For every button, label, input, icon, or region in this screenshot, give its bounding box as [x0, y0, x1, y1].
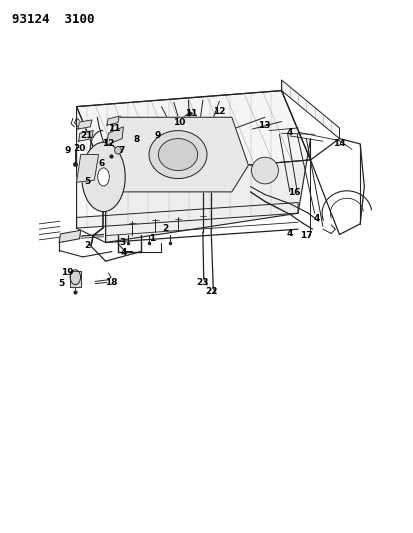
Text: 4: 4	[120, 248, 126, 257]
Ellipse shape	[114, 147, 121, 154]
Polygon shape	[78, 131, 93, 141]
Polygon shape	[78, 120, 92, 129]
Polygon shape	[76, 91, 310, 177]
Text: 9: 9	[64, 147, 71, 155]
Text: 3: 3	[119, 238, 125, 247]
Text: 21: 21	[81, 132, 93, 140]
Text: 5: 5	[58, 279, 64, 288]
Text: 19: 19	[61, 269, 73, 277]
Text: 2: 2	[162, 224, 169, 232]
Text: 16: 16	[288, 189, 300, 197]
Text: 93124  3100: 93124 3100	[12, 13, 95, 26]
Polygon shape	[105, 139, 310, 243]
Ellipse shape	[251, 157, 278, 184]
Text: 1: 1	[149, 235, 155, 243]
Text: 14: 14	[332, 140, 345, 148]
Ellipse shape	[81, 142, 125, 212]
Text: 13: 13	[257, 121, 270, 130]
Text: 9: 9	[154, 132, 161, 140]
Text: 10: 10	[172, 118, 185, 127]
Polygon shape	[107, 116, 119, 125]
Ellipse shape	[158, 139, 197, 171]
Text: 11: 11	[107, 125, 120, 133]
Polygon shape	[76, 155, 98, 182]
Text: 17: 17	[299, 231, 312, 240]
Text: 4: 4	[286, 128, 292, 136]
Text: 8: 8	[133, 135, 140, 144]
Text: 2: 2	[84, 241, 91, 249]
Text: 20: 20	[73, 144, 85, 152]
Polygon shape	[59, 230, 81, 243]
Polygon shape	[76, 203, 297, 228]
Ellipse shape	[149, 131, 206, 179]
Polygon shape	[107, 127, 123, 145]
Text: 23: 23	[196, 278, 209, 287]
Text: 22: 22	[204, 287, 217, 296]
Text: 12: 12	[102, 139, 114, 148]
Text: 18: 18	[104, 278, 117, 287]
Ellipse shape	[97, 168, 109, 186]
Text: 7: 7	[118, 146, 124, 155]
Polygon shape	[281, 80, 339, 139]
Polygon shape	[76, 107, 105, 243]
Text: 4: 4	[313, 214, 319, 223]
Text: 11: 11	[185, 109, 197, 118]
Polygon shape	[101, 117, 248, 192]
Text: 6: 6	[98, 159, 104, 168]
Text: 4: 4	[286, 229, 292, 238]
Text: 5: 5	[83, 177, 90, 185]
Polygon shape	[70, 271, 81, 287]
Polygon shape	[310, 139, 363, 235]
Ellipse shape	[70, 270, 80, 285]
Text: 12: 12	[213, 108, 225, 116]
